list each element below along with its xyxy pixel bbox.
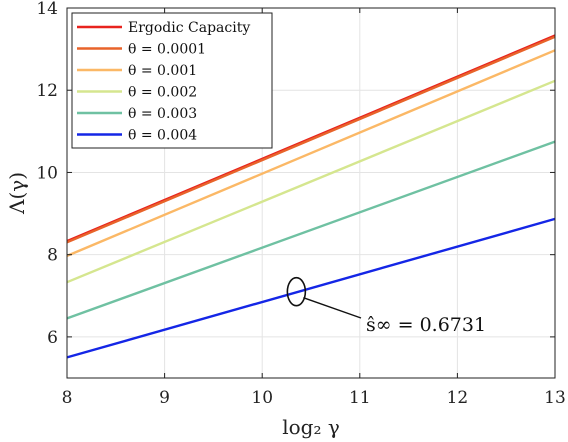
series-line-3	[66, 79, 556, 284]
series-lines	[66, 34, 556, 359]
legend-label-5: θ = 0.004	[128, 128, 197, 144]
y-axis-label: Λ(γ)	[5, 172, 29, 215]
legend: Ergodic Capacity θ = 0.0001 θ = 0.001 θ = 0…	[71, 12, 273, 149]
x-tick-label: 13	[544, 388, 566, 408]
x-tick-label: 10	[251, 388, 273, 408]
legend-label-3: θ = 0.002	[128, 85, 197, 101]
legend-label-0: Ergodic Capacity	[128, 20, 250, 36]
x-axis-label: log₂ γ	[282, 415, 340, 439]
series-line-1	[66, 35, 556, 244]
x-tick-label: 11	[349, 388, 371, 408]
annotation-label: ŝ∞ = 0.6731	[366, 314, 486, 336]
x-tick-label: 12	[447, 388, 469, 408]
annotation-ellipse	[286, 276, 307, 307]
y-tick-label: 8	[47, 246, 58, 266]
y-tick-label: 10	[36, 163, 58, 183]
legend-label-1: θ = 0.0001	[128, 42, 206, 58]
x-tick-label: 9	[159, 388, 170, 408]
y-tick-label: 14	[36, 0, 58, 19]
series-line-2	[66, 49, 556, 258]
series-line-4	[66, 140, 556, 320]
axis-ticks: 8 9 10 11 12 13 6 8 10 12 14	[36, 0, 565, 408]
plot-frame	[66, 7, 556, 379]
legend-box	[71, 12, 273, 149]
y-tick-label: 12	[36, 81, 58, 101]
legend-label-2: θ = 0.001	[128, 63, 197, 79]
annotation: ŝ∞ = 0.6731	[286, 276, 486, 336]
annotation-leader-line	[303, 297, 362, 319]
series-line-5	[66, 217, 556, 359]
x-tick-label: 8	[62, 388, 73, 408]
legend-label-4: θ = 0.003	[128, 106, 197, 122]
y-tick-label: 6	[47, 328, 58, 348]
